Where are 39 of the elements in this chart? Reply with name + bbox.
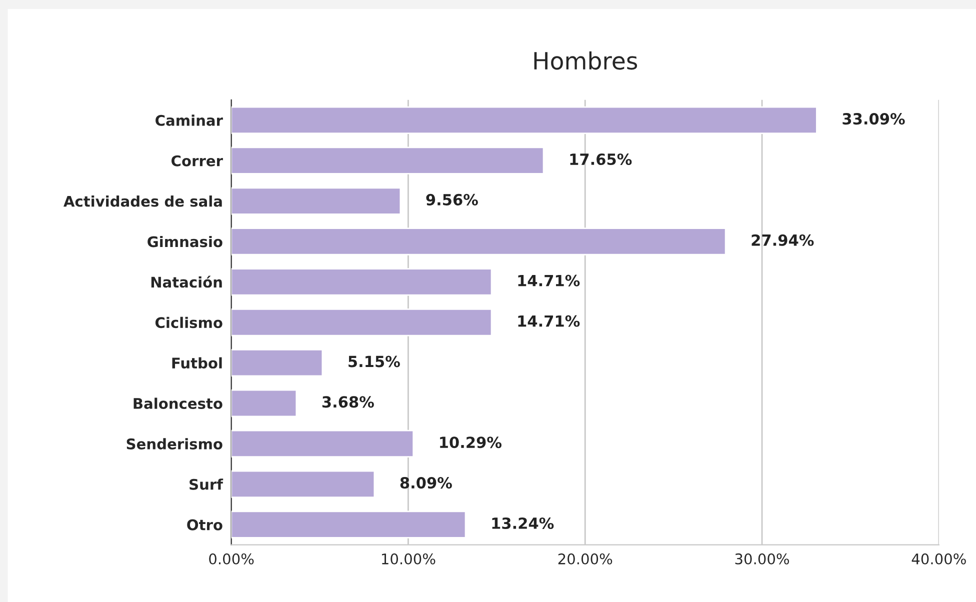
y-tick-label: Futbol [172,357,222,369]
x-tick-label: 40.00% [912,553,966,564]
bar [231,308,492,336]
chart-title: Hombres [534,51,638,70]
y-tick-label: Natación [151,276,222,288]
y-tick-label: Gimnasio [148,236,222,248]
x-tick-label: 20.00% [558,553,612,564]
bar [231,228,726,256]
y-tick-label: Caminar [156,114,223,126]
data-label: 5.15% [348,356,400,368]
data-label: 27.94% [752,234,814,246]
y-tick-label: Baloncesto [134,398,222,410]
bar [231,106,818,134]
data-label: 14.71% [518,274,580,286]
bar [231,470,376,498]
data-label: 9.56% [426,194,478,206]
data-label: 8.09% [400,477,452,489]
y-tick-label: Senderismo [126,438,222,450]
bar [231,348,324,377]
y-tick-label: Ciclismo [155,316,222,328]
x-tick-label: 10.00% [382,553,436,564]
data-label: 17.65% [570,153,632,166]
x-tick-label: 30.00% [735,553,790,564]
y-tick-label: Correr [172,155,223,166]
bar [231,268,492,296]
y-tick-label: Otro [187,519,222,530]
data-label: 13.24% [492,517,554,530]
x-tick-label: 0.00% [209,553,254,564]
bar [231,430,414,458]
data-label: 33.09% [842,113,905,125]
data-label: 14.71% [518,315,580,327]
bar [231,146,544,174]
data-label: 10.29% [440,436,502,448]
bar [231,510,466,538]
bar [231,187,402,215]
data-label: 3.68% [322,396,374,408]
bar [231,389,298,418]
y-tick-label: Surf [190,478,224,490]
y-tick-label: Actividades de sala [64,196,222,207]
